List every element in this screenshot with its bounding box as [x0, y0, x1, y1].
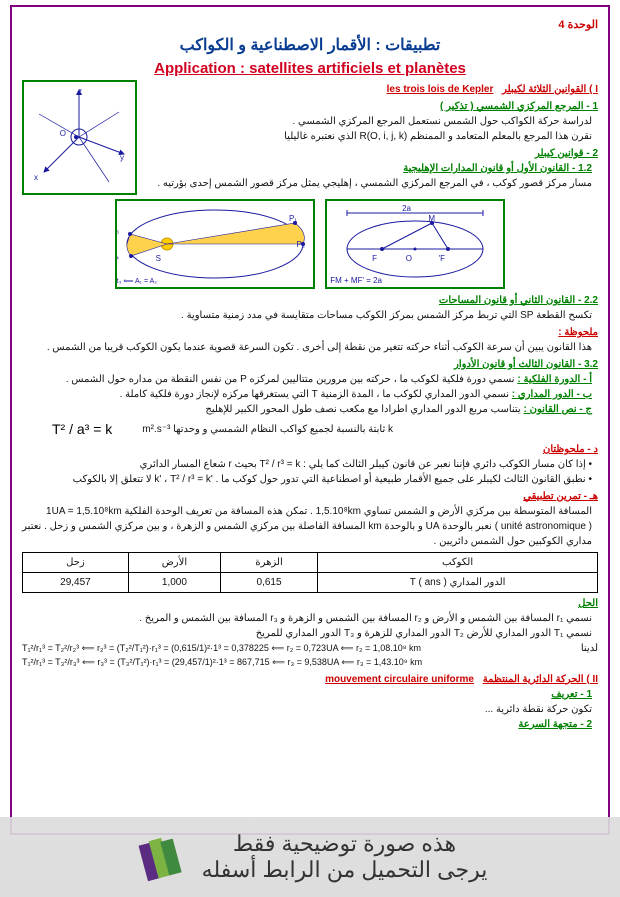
formula-1: T² / a³ = k: [52, 419, 112, 440]
td-v3: 29,457: [23, 573, 129, 593]
ellipse-diagrams-row: 2a F F' O M FM + MF' = 2a S P₁ P₂ P₄: [22, 199, 598, 289]
s1-2-3-heading: 3.2 - القانون الثالث أو قانون الأدوار: [22, 357, 598, 372]
notes2-heading: د - ملحوظتان: [22, 442, 598, 457]
title-arabic: تطبيقات : الأقمار الاصطناعية و الكواكب: [22, 34, 598, 58]
td-v2: 1,000: [128, 573, 220, 593]
solution-heading: الحل: [22, 596, 598, 611]
p11c: ، 'k لا تتعلق إلا بالكوكب: [73, 474, 168, 485]
p12a: المسافة المتوسطة بين مركزي الأرض و الشمس…: [361, 506, 592, 517]
p9b: m².s⁻³: [142, 422, 170, 437]
s2-heading: II ) الحركة الدائرية المنتظمة: [483, 674, 598, 685]
s1-heading: I ) القوانين الثلاثة لكيبلر: [502, 84, 598, 95]
svg-text:O: O: [60, 129, 66, 138]
s1-heading-fr: les trois lois de Kepler: [387, 82, 494, 97]
overlay-text: هذه صورة توضيحية فقط يرجى التحميل من الر…: [202, 831, 488, 883]
s1-p10: • إذا كان مسار الكوكب دائري فإننا نعبر ع…: [22, 457, 592, 472]
s2-p1: تكون حركة نقطة دائرية ...: [22, 702, 592, 717]
p10b: T² / r³ = k: [260, 457, 301, 472]
p12d: 1UA = 1,5.10⁸km: [46, 504, 122, 519]
svg-text:F': F': [439, 254, 446, 263]
svg-text:y: y: [120, 153, 124, 162]
svg-text:P₁: P₁: [289, 214, 297, 223]
s1-p8: ج - نص القانون : يتناسب مربع الدور المدا…: [22, 402, 592, 417]
calc1-label: لدينا: [581, 641, 598, 656]
p7-text: نسمي الدور المداري لكوكب ما ، المدة الزم…: [120, 389, 509, 400]
s1-p14: نسمي r₁ المسافة بين الشمس و الأرض و r₂ ا…: [22, 611, 592, 626]
svg-text:FM + MF' = 2a: FM + MF' = 2a: [330, 276, 382, 285]
s2-heading-fr: mouvement circulaire uniforme: [325, 672, 474, 687]
s1-p15: نسمي T₁ الدور المداري للأرض T₂ الدور الم…: [22, 626, 592, 641]
svg-text:t₂ - t₁ = t₄ - t₃ ⟸ A₁ = A₂: t₂ - t₁ = t₄ - t₃ ⟸ A₁ = A₂: [117, 278, 157, 285]
title-french: Application : satellites artificiels et …: [22, 58, 598, 81]
svg-text:P₄: P₄: [117, 252, 119, 261]
svg-text:M: M: [428, 214, 435, 223]
p10a: • إذا كان مسار الكوكب دائري فإننا نعبر ع…: [300, 459, 592, 470]
p11a: • نطبق القانون الثالث لكيبلر على جميع ال…: [213, 474, 592, 485]
svg-text:P₃: P₃: [117, 226, 119, 235]
watermark-overlay: هذه صورة توضيحية فقط يرجى التحميل من الر…: [0, 817, 620, 897]
table-row: الكوكب الزهرة الأرض زحل: [23, 553, 598, 573]
th-venus: الزهرة: [220, 553, 317, 573]
exercise-heading: هـ - تمرين تطبيقي: [22, 489, 598, 504]
s2-2-heading: 2 - متجهة السرعة: [22, 717, 592, 732]
p12c: . تمكن هذه المسافة من تعريف الوحدة الفلك…: [122, 506, 313, 517]
calc-2: T₁²/r₁³ = T₃²/r₃³ ⟸ r₃³ = (T₃²/T₁²)·r₁³ …: [22, 656, 592, 670]
td-period-label: الدور المداري T ( ans ): [318, 573, 598, 593]
th-earth: الأرض: [128, 553, 220, 573]
s1-p6: أ - الدورة الفلكية : نسمي دورة فلكية لكو…: [22, 372, 592, 387]
planets-table: الكوكب الزهرة الأرض زحل الدور المداري T …: [22, 552, 598, 593]
th-saturn: زحل: [23, 553, 129, 573]
s1-2-2-heading: 2.2 - القانون الثاني أو قانون المساحات: [22, 293, 598, 308]
svg-text:O: O: [406, 254, 412, 263]
s1-p9: k ثابتة بالنسبة لجميع كواكب النظام الشمس…: [142, 422, 393, 437]
p6-label: أ - الدورة الفلكية :: [517, 374, 592, 385]
svg-text:F: F: [372, 254, 377, 263]
s1-p4: تكسح القطعة SP التي تربط مركز الشمس بمرك…: [22, 308, 592, 323]
s1-p5: هذا القانون يبين أن سرعة الكوكب أثناء حر…: [22, 340, 592, 355]
svg-text:x: x: [34, 173, 38, 182]
overlay-line2: يرجى التحميل من الرابط أسفله: [202, 857, 488, 883]
s1-p12: المسافة المتوسطة بين مركزي الأرض و الشمس…: [22, 504, 592, 519]
p7-label: ب - الدور المداري :: [512, 389, 592, 400]
svg-text:2a: 2a: [402, 204, 411, 213]
td-v1: 0,615: [220, 573, 317, 593]
s1-p2b: R(O, i, j, k): [359, 129, 407, 144]
svg-text:S: S: [156, 254, 161, 263]
unit-label: الوحدة 4: [22, 17, 598, 34]
s2-1-heading: 1 - تعريف: [22, 687, 592, 702]
p8-label: ج - نص القانون :: [524, 404, 593, 415]
p12b: 1,5.10⁸km: [316, 504, 361, 519]
s1-p2c: الذي نعتبره غاليليا: [284, 131, 357, 142]
th-planet: الكوكب: [318, 553, 598, 573]
table-row: الدور المداري T ( ans ) 0,615 1,000 29,4…: [23, 573, 598, 593]
svg-text:z: z: [78, 87, 82, 96]
p6-text: نسمي دورة فلكية لكوكب ما ، حركته بين مرو…: [66, 374, 515, 385]
calc-1: T₁²/r₁³ = T₂²/r₂³ ⟸ r₂³ = (T₂²/T₁²)·r₁³ …: [22, 642, 573, 656]
s1-p13: ( unité astronomique ) نعبر بالوحدة UA و…: [22, 519, 592, 549]
svg-text:P₂: P₂: [297, 240, 305, 249]
s1-p7: ب - الدور المداري : نسمي الدور المداري ل…: [22, 387, 592, 402]
p9a: k ثابتة بالنسبة لجميع كواكب النظام الشمس…: [170, 424, 393, 435]
coord-diagram: z y x O: [22, 80, 137, 195]
p10c: بحيث r شعاع المسار الدائري: [140, 459, 257, 470]
p8-text: يتناسب مربع الدور المداري اطرادا مع مكعب…: [205, 404, 520, 415]
s1-p11: • نطبق القانون الثالث لكيبلر على جميع ال…: [22, 472, 592, 487]
books-icon: [133, 827, 188, 887]
note-label: ملحوظة :: [22, 325, 598, 340]
overlay-line1: هذه صورة توضيحية فقط: [202, 831, 488, 857]
p11b: T² / r³ = k': [170, 472, 213, 487]
s1-p2a: نقرن هذا المرجع بالمعلم المتعامد و الممن…: [407, 131, 592, 142]
